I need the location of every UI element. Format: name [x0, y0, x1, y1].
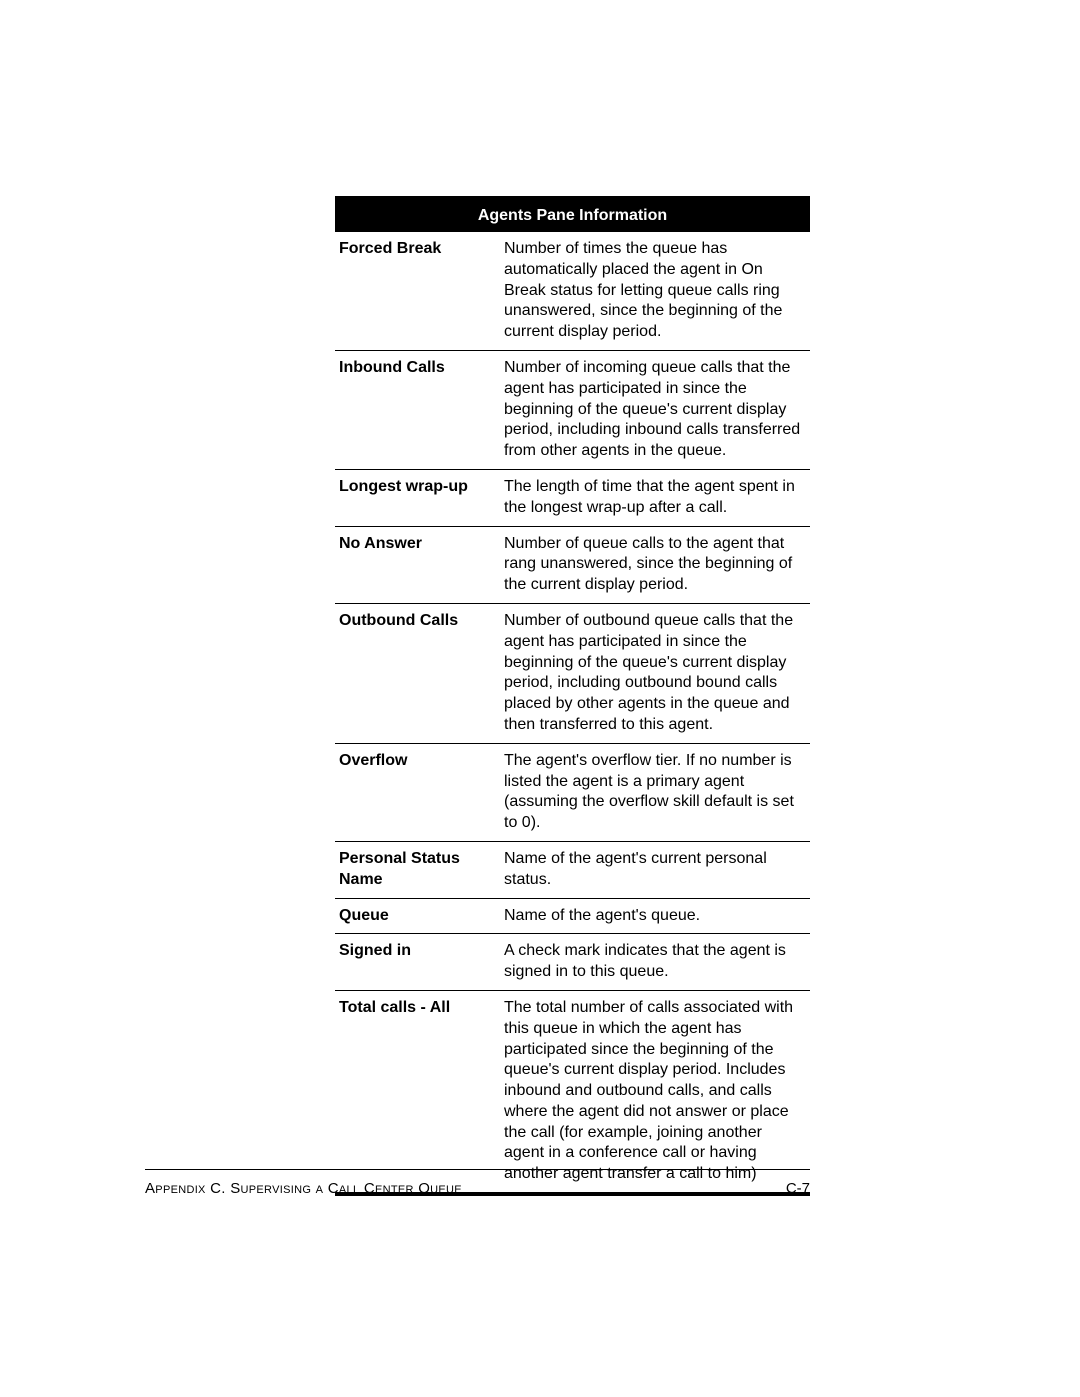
- footer-left-text: Appendix C. Supervising a Call Center Qu…: [145, 1180, 462, 1197]
- row-desc: Number of times the queue has automatica…: [504, 239, 806, 343]
- row-term: Outbound Calls: [339, 611, 504, 736]
- row-term: Personal Status Name: [339, 849, 504, 891]
- row-desc: The agent's overflow tier. If no number …: [504, 751, 806, 834]
- row-desc: The length of time that the agent spent …: [504, 477, 806, 519]
- row-desc: Name of the agent's current personal sta…: [504, 849, 806, 891]
- footer-page-number: C-7: [786, 1180, 810, 1197]
- row-desc: Name of the agent's queue.: [504, 906, 806, 927]
- row-desc: A check mark indicates that the agent is…: [504, 941, 806, 983]
- row-term: Total calls - All: [339, 998, 504, 1185]
- table-row: Longest wrap-up The length of time that …: [335, 470, 810, 527]
- table-title: Agents Pane Information: [335, 196, 810, 232]
- row-desc: The total number of calls associated wit…: [504, 998, 806, 1185]
- row-term: Longest wrap-up: [339, 477, 504, 519]
- table-row: Personal Status Name Name of the agent's…: [335, 842, 810, 899]
- row-term: Overflow: [339, 751, 504, 834]
- row-term: Forced Break: [339, 239, 504, 343]
- table-row: Overflow The agent's overflow tier. If n…: [335, 744, 810, 842]
- table-row: No Answer Number of queue calls to the a…: [335, 527, 810, 604]
- table-row: Inbound Calls Number of incoming queue c…: [335, 351, 810, 470]
- row-desc: Number of incoming queue calls that the …: [504, 358, 806, 462]
- agents-pane-table: Agents Pane Information Forced Break Num…: [335, 196, 810, 1196]
- table-row: Queue Name of the agent's queue.: [335, 899, 810, 935]
- row-term: No Answer: [339, 534, 504, 596]
- row-desc: Number of outbound queue calls that the …: [504, 611, 806, 736]
- row-desc: Number of queue calls to the agent that …: [504, 534, 806, 596]
- table-row: Signed in A check mark indicates that th…: [335, 934, 810, 991]
- page-footer: Appendix C. Supervising a Call Center Qu…: [145, 1169, 810, 1197]
- row-term: Queue: [339, 906, 504, 927]
- table-row: Forced Break Number of times the queue h…: [335, 232, 810, 351]
- row-term: Signed in: [339, 941, 504, 983]
- table-row: Outbound Calls Number of outbound queue …: [335, 604, 810, 744]
- table-body: Forced Break Number of times the queue h…: [335, 232, 810, 1196]
- table-row: Total calls - All The total number of ca…: [335, 991, 810, 1192]
- row-term: Inbound Calls: [339, 358, 504, 462]
